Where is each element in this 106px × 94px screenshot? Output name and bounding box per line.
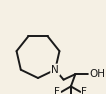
Text: OH: OH bbox=[89, 69, 105, 79]
Text: F: F bbox=[54, 87, 60, 94]
Text: F: F bbox=[82, 87, 87, 94]
Text: N: N bbox=[51, 65, 59, 75]
